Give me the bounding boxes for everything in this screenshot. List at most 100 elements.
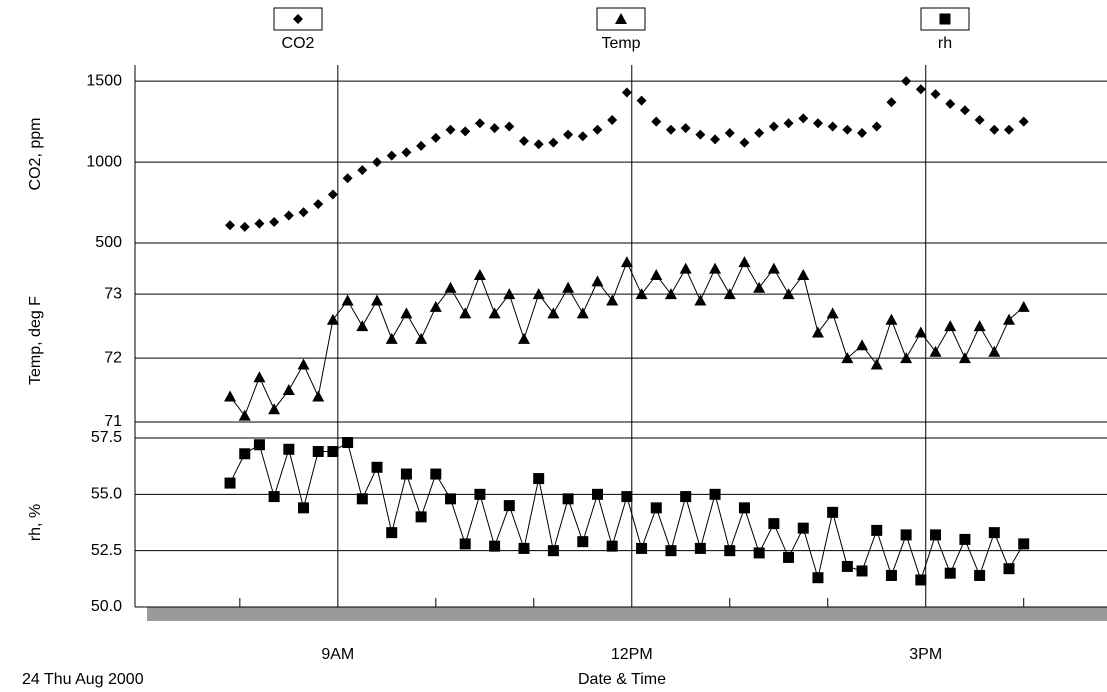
marker <box>856 339 869 351</box>
marker <box>753 281 766 293</box>
y-tick-label: 55.0 <box>91 486 122 503</box>
marker <box>900 352 913 364</box>
marker <box>621 491 633 503</box>
marker <box>547 307 560 319</box>
marker <box>268 491 280 503</box>
marker <box>973 320 986 332</box>
marker <box>929 345 942 357</box>
marker <box>371 461 383 473</box>
marker <box>841 560 853 572</box>
marker <box>282 384 295 396</box>
marker <box>768 518 780 530</box>
marker <box>341 294 354 306</box>
marker <box>842 124 853 135</box>
axis-shadow <box>147 607 1107 621</box>
marker <box>356 320 369 332</box>
marker <box>444 281 457 293</box>
marker <box>548 137 559 148</box>
marker <box>474 488 486 500</box>
marker <box>900 529 912 541</box>
marker <box>739 137 750 148</box>
marker <box>871 121 882 132</box>
marker <box>826 307 839 319</box>
marker <box>591 275 604 287</box>
y-axis-label: rh, % <box>27 504 44 541</box>
marker <box>1017 300 1030 312</box>
marker <box>621 87 632 98</box>
marker <box>664 288 677 300</box>
marker <box>239 448 251 460</box>
marker <box>930 89 941 100</box>
marker <box>1018 538 1030 550</box>
x-tick-label: 9AM <box>321 646 354 663</box>
marker <box>473 268 486 280</box>
y-tick-label: 1500 <box>86 72 122 89</box>
marker <box>342 437 354 449</box>
marker <box>871 524 883 536</box>
marker <box>694 294 707 306</box>
marker <box>430 132 441 143</box>
marker <box>283 210 294 221</box>
marker <box>710 134 721 145</box>
marker <box>503 500 515 512</box>
marker <box>783 551 795 563</box>
marker <box>915 574 927 586</box>
marker <box>269 216 280 227</box>
y-axis-label: CO2, ppm <box>27 118 44 191</box>
marker <box>400 468 412 480</box>
marker <box>459 538 471 550</box>
marker <box>488 307 501 319</box>
marker <box>518 542 530 554</box>
marker <box>430 468 442 480</box>
marker <box>225 220 236 231</box>
marker <box>416 140 427 151</box>
marker <box>518 136 529 147</box>
marker <box>724 545 736 557</box>
marker <box>827 121 838 132</box>
marker <box>429 300 442 312</box>
marker <box>606 294 619 306</box>
marker <box>312 390 325 402</box>
marker <box>327 446 339 458</box>
marker <box>782 288 795 300</box>
marker <box>312 446 324 458</box>
y-tick-label: 1000 <box>86 153 122 170</box>
marker <box>959 105 970 116</box>
marker <box>974 115 985 126</box>
marker <box>959 533 971 545</box>
marker <box>371 294 384 306</box>
marker <box>856 565 868 577</box>
marker <box>753 547 765 559</box>
marker <box>651 116 662 127</box>
marker <box>636 95 647 106</box>
marker <box>885 569 897 581</box>
marker <box>797 268 810 280</box>
marker <box>592 124 603 135</box>
marker <box>504 121 515 132</box>
marker <box>298 207 309 218</box>
marker <box>812 118 823 129</box>
marker <box>636 542 648 554</box>
legend-label: Temp <box>601 35 640 52</box>
x-tick-label: 3PM <box>909 646 942 663</box>
marker <box>253 439 265 451</box>
marker <box>939 13 951 25</box>
series-line <box>229 260 1025 417</box>
marker <box>547 545 559 557</box>
marker <box>386 150 397 161</box>
marker <box>665 545 677 557</box>
marker <box>812 572 824 584</box>
marker <box>533 473 545 485</box>
marker <box>915 84 926 95</box>
marker <box>827 506 839 518</box>
marker <box>754 127 765 138</box>
marker <box>798 113 809 124</box>
marker <box>709 262 722 274</box>
marker <box>694 542 706 554</box>
marker <box>489 123 500 134</box>
legend-label: rh <box>938 35 952 52</box>
marker <box>768 121 779 132</box>
marker <box>254 218 265 229</box>
marker <box>342 173 353 184</box>
